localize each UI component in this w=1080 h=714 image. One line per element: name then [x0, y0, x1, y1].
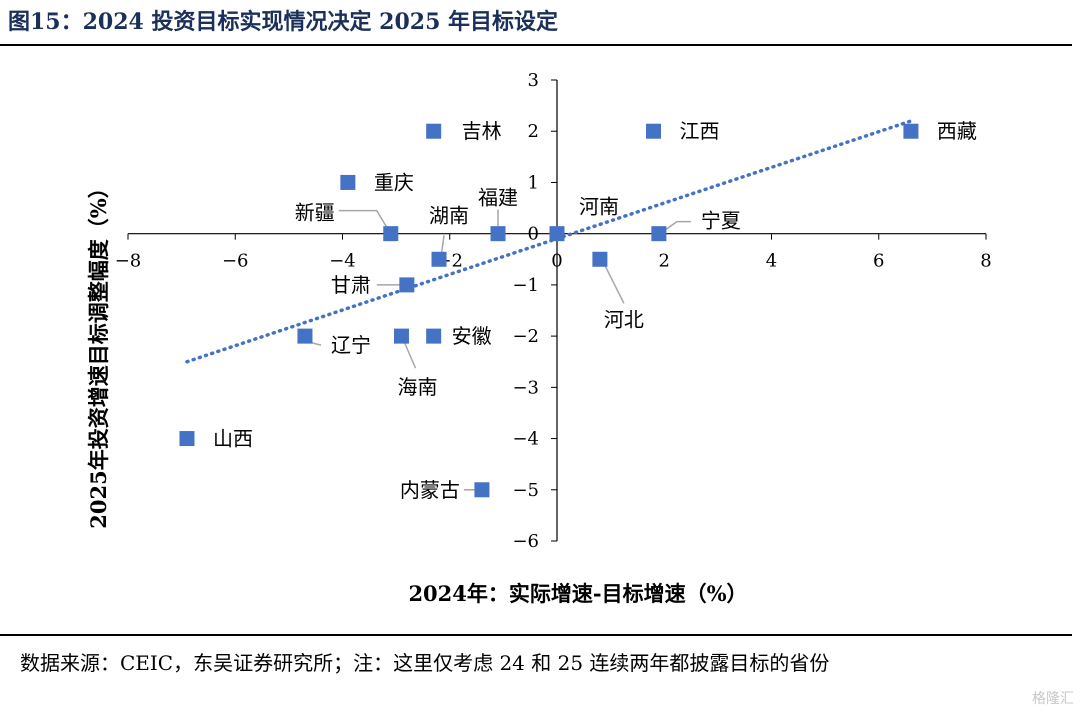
y-tick-label: 3	[528, 70, 539, 91]
point-label: 甘肃	[331, 273, 371, 297]
y-tick-label: −5	[512, 480, 539, 501]
data-point-湖南	[431, 251, 447, 267]
data-point-新疆	[383, 226, 399, 242]
data-point-内蒙古	[474, 482, 490, 498]
data-point-辽宁	[297, 328, 313, 344]
x-tick-label: 4	[766, 251, 777, 272]
y-tick-label: −1	[512, 275, 539, 296]
point-label: 河南	[579, 195, 619, 219]
y-tick-label: −2	[512, 326, 539, 347]
data-point-甘肃	[399, 277, 415, 293]
title-rule	[0, 44, 1072, 46]
data-point-江西	[646, 123, 662, 139]
point-label: 宁夏	[701, 209, 741, 233]
y-tick-label: −6	[512, 531, 539, 552]
point-label: 海南	[397, 375, 437, 399]
y-tick-label: 0	[528, 224, 539, 245]
data-point-海南	[393, 328, 409, 344]
point-label: 湖南	[429, 203, 469, 227]
label-leader-line	[338, 209, 390, 232]
data-point-山西	[179, 431, 195, 447]
source-rule	[0, 634, 1072, 636]
source-note: 数据来源：CEIC，东吴证券研究所；注：这里仅考虑 24 和 25 连续两年都披…	[20, 651, 830, 675]
point-label: 河北	[604, 307, 644, 331]
data-point-河北	[592, 251, 608, 267]
point-label: 内蒙古	[400, 478, 460, 502]
data-point-福建	[490, 226, 506, 242]
x-tick-label: −6	[222, 251, 249, 272]
point-label: 安徽	[452, 324, 492, 348]
point-label: 西藏	[937, 119, 977, 143]
data-point-安徽	[426, 328, 442, 344]
y-tick-label: −3	[512, 377, 539, 398]
data-point-西藏	[903, 123, 919, 139]
label-leader-line	[662, 220, 691, 233]
data-point-重庆	[340, 174, 356, 190]
scatter-chart: −8 −6 −4 −2 0 2 4 6 83210−1−2−3−4−5−6吉林 江西 西藏重庆新疆湖…	[86, 70, 992, 606]
label-leader-line	[402, 339, 417, 369]
point-label: 重庆	[374, 170, 414, 194]
point-label: 江西	[680, 119, 720, 143]
point-label: 辽宁	[331, 333, 371, 357]
point-label: 吉林	[462, 119, 502, 143]
point-label: 福建	[478, 186, 518, 210]
x-tick-label: −4	[329, 251, 356, 272]
x-tick-label: 6	[873, 251, 884, 272]
data-point-宁夏	[651, 226, 667, 242]
point-label: 新疆	[295, 201, 335, 225]
y-axis-title: 2025年投资增速目标调整幅度（%）	[86, 177, 111, 528]
point-label: 山西	[213, 427, 253, 451]
trend-line	[185, 119, 913, 364]
x-tick-label: 0	[551, 251, 562, 272]
data-point-河南	[549, 226, 565, 242]
y-tick-label: 1	[528, 172, 539, 193]
x-axis-title: 2024年：实际增速-目标增速（%）	[408, 581, 747, 606]
y-tick-label: −4	[512, 429, 539, 450]
data-point-吉林	[426, 123, 442, 139]
label-leader-line	[603, 262, 625, 304]
watermark: 格隆汇	[1032, 691, 1074, 707]
x-tick-label: −8	[115, 251, 142, 272]
y-tick-label: 2	[528, 121, 539, 142]
x-tick-label: 8	[980, 251, 991, 272]
figure-title: 图15：2024 投资目标实现情况决定 2025 年目标设定	[8, 9, 559, 35]
x-tick-label: 2	[659, 251, 670, 272]
